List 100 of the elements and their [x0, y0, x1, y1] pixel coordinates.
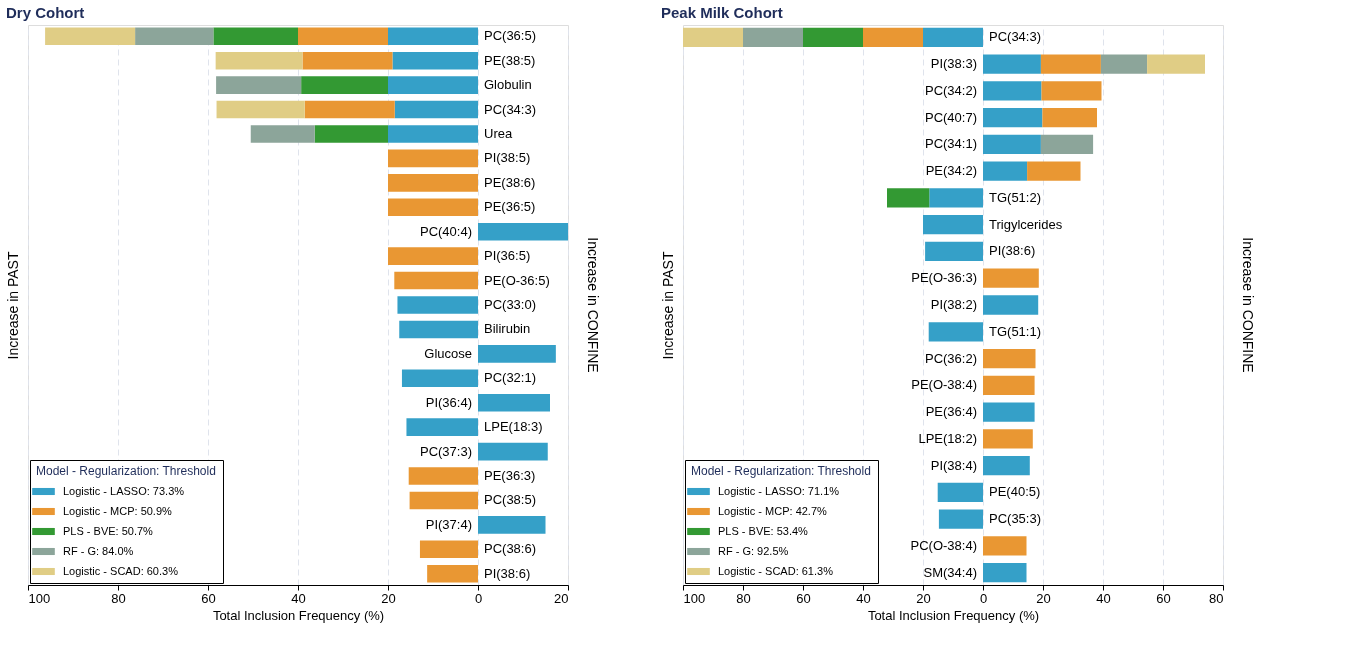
y-tick-label: PC(40:4) — [419, 223, 472, 239]
y-tick-label: LPE(18:2) — [918, 430, 977, 446]
y-tick-label: Trigylcerides — [989, 216, 1063, 232]
y-tick-label: PI(38:4) — [930, 457, 977, 473]
y-tick-label: PE(O-38:4) — [911, 377, 977, 393]
y-tick-label: PI(37:4) — [425, 516, 472, 532]
x-tick-label: 0 — [979, 590, 988, 606]
x-tick-label: 80 — [736, 590, 751, 606]
bar — [983, 402, 1035, 422]
y-tick-label: Bilirubin — [484, 321, 531, 337]
x-tick-label: 80 — [111, 590, 126, 606]
bar — [983, 295, 1039, 315]
chart-title: Peak Milk Cohort — [661, 4, 783, 21]
y-tick-label: PC(34:2) — [924, 82, 977, 98]
bar — [925, 241, 983, 262]
bar — [1040, 134, 1094, 155]
legend-title: Model - Regularization: Threshold — [36, 464, 216, 478]
x-tick-label: 40 — [856, 590, 871, 606]
bar — [923, 27, 983, 47]
bar — [1147, 54, 1205, 74]
y-tick-label: Urea — [484, 125, 513, 141]
y-tick-label: PE(40:5) — [989, 484, 1041, 500]
y-tick-label: PI(36:4) — [425, 394, 472, 410]
y-tick-label: PE(O-36:5) — [484, 272, 550, 288]
y-tick-label: PE(38:6) — [484, 174, 536, 190]
y-tick-label: PE(O-36:3) — [911, 270, 977, 286]
bar — [923, 215, 983, 235]
legend-label: Logistic - SCAD: 61.3% — [718, 564, 834, 577]
y-tick-label: PI(38:6) — [484, 565, 531, 581]
x-tick-label: 40 — [1096, 590, 1111, 606]
bar — [887, 188, 930, 208]
bar — [743, 27, 803, 47]
bar — [803, 27, 863, 47]
y-tick-label: PC(32:1) — [484, 370, 537, 386]
x-tick-label: 20 — [554, 590, 569, 606]
y-tick-label: PE(34:2) — [925, 163, 977, 179]
y-tick-label: PE(38:5) — [484, 52, 536, 68]
y-tick-label: PI(36:5) — [484, 248, 531, 264]
x-tick-label: 80 — [1209, 590, 1224, 606]
y-tick-label: SM(34:4) — [923, 564, 977, 580]
x-tick-label: 20 — [1036, 590, 1051, 606]
bar — [983, 268, 1039, 288]
y-tick-label: PC(34:3) — [989, 29, 1042, 45]
bar — [928, 322, 983, 342]
bar — [1040, 54, 1101, 74]
bar — [863, 27, 923, 47]
legend-label: Logistic - LASSO: 73.3% — [63, 484, 185, 497]
bar — [929, 188, 983, 208]
legend-title: Model - Regularization: Threshold — [691, 464, 871, 478]
bar — [983, 134, 1041, 155]
y2-axis-title: Increase in CONFINE — [1240, 237, 1256, 373]
bar — [983, 348, 1036, 369]
y-tick-label: PC(38:6) — [484, 541, 537, 557]
bar — [1100, 54, 1148, 74]
y2-axis-title: Increase in CONFINE — [585, 237, 601, 373]
y-tick-label: LPE(18:3) — [484, 419, 543, 435]
x-tick-label: 60 — [796, 590, 811, 606]
y-tick-label: PE(36:4) — [925, 404, 977, 420]
y-tick-label: PC(36:2) — [924, 350, 977, 366]
y-tick-label: TG(51:1) — [989, 323, 1042, 339]
x-tick-label: 0 — [474, 590, 483, 606]
x-tick-label: 60 — [201, 590, 216, 606]
y-tick-label: PC(35:3) — [989, 511, 1042, 527]
x-tick-label: 20 — [381, 590, 396, 606]
bar — [1027, 161, 1081, 181]
legend-label: RF - G: 92.5% — [718, 544, 789, 557]
bar — [983, 455, 1030, 476]
x-tick-label: 60 — [1156, 590, 1171, 606]
bar — [983, 375, 1035, 395]
legend-label: Logistic - MCP: 50.9% — [63, 504, 173, 517]
x-tick-label: 20 — [916, 590, 931, 606]
bar — [983, 429, 1033, 449]
legend-label: Logistic - LASSO: 71.1% — [718, 484, 840, 497]
y-axis-title: Increase in PAST — [659, 251, 676, 360]
y-tick-label: PC(34:3) — [484, 101, 537, 117]
y-tick-label: PC(37:3) — [419, 443, 472, 459]
y-tick-label: PE(36:5) — [484, 199, 536, 215]
x-axis-title: Total Inclusion Frequency (%) — [212, 607, 385, 623]
legend-label: PLS - BVE: 53.4% — [718, 524, 809, 537]
bar — [983, 54, 1041, 74]
bar — [1041, 81, 1102, 101]
x-tick-label: 40 — [291, 590, 306, 606]
y-tick-label: PI(38:6) — [989, 243, 1036, 259]
bar — [983, 563, 1027, 583]
y-tick-label: PI(38:3) — [930, 56, 977, 72]
x-axis-title: Total Inclusion Frequency (%) — [867, 607, 1040, 623]
bar — [1042, 107, 1097, 128]
legend-label: Logistic - MCP: 42.7% — [718, 504, 828, 517]
y-axis-title: Increase in PAST — [4, 251, 21, 360]
y-tick-label: PI(38:5) — [484, 150, 531, 166]
legend-label: RF - G: 84.0% — [63, 544, 134, 557]
y-tick-label: Glucose — [424, 345, 472, 361]
y-tick-label: PC(33:0) — [484, 297, 537, 312]
bar — [983, 161, 1028, 181]
y-tick-label: TG(51:2) — [989, 189, 1042, 205]
bar — [983, 107, 1043, 128]
y-tick-label: PC(36:5) — [484, 28, 537, 44]
bar — [983, 536, 1027, 556]
y-tick-label: PC(38:5) — [484, 492, 537, 508]
bar — [937, 482, 983, 503]
